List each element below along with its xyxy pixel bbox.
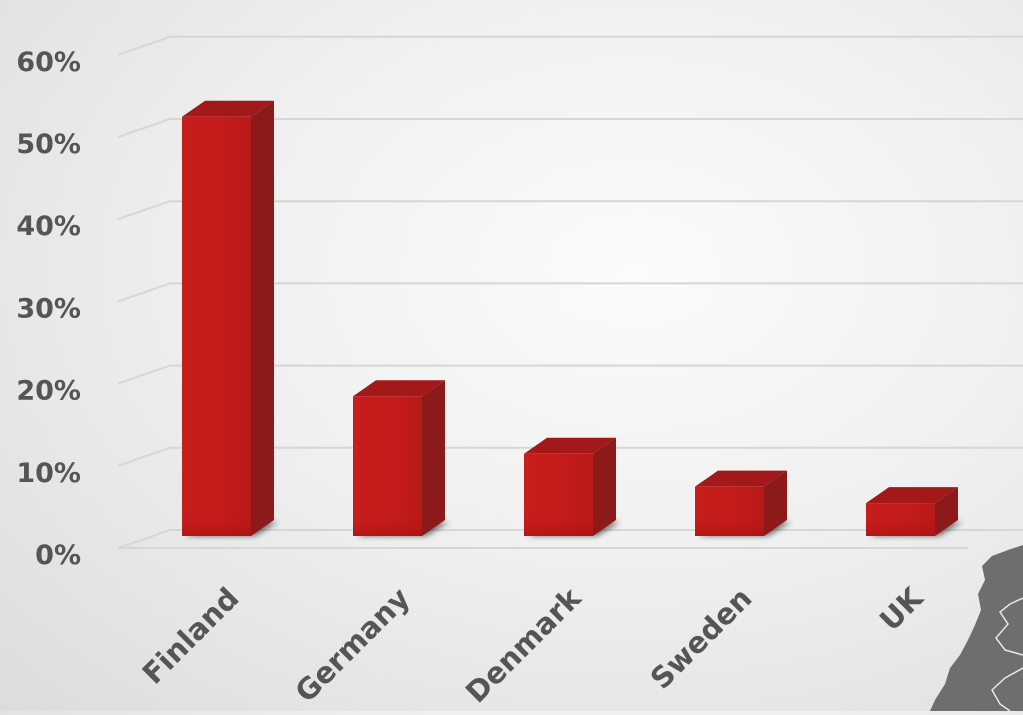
europe-map-shape (930, 545, 1023, 711)
bar (182, 100, 278, 536)
bar-top (695, 470, 787, 487)
bar-side (764, 470, 787, 536)
y-tick-label: 20% (16, 376, 81, 407)
bar-base-shade (182, 514, 251, 536)
x-tick-label: UK (873, 580, 931, 638)
gridline (117, 200, 1023, 221)
y-tick-label: 0% (35, 540, 81, 571)
map-border-line (991, 667, 1023, 712)
bar (353, 380, 449, 536)
bar-side (251, 100, 274, 536)
x-axis-labels: Finland Germany Denmark Sweden UK (136, 580, 931, 710)
bar-base-shade (353, 514, 422, 536)
x-tick-label: Sweden (644, 581, 759, 696)
bar (866, 487, 962, 536)
bar-base-shade (695, 514, 764, 536)
bar-top (866, 487, 958, 504)
x-tick-label: Finland (136, 581, 246, 691)
bars (182, 100, 962, 536)
bar-side (935, 487, 958, 536)
bar-top (353, 380, 445, 397)
x-tick-label: Germany (288, 581, 416, 709)
bar-front (182, 116, 251, 536)
x-tick-label: Denmark (459, 580, 588, 709)
y-tick-label: 10% (16, 458, 81, 489)
gridline (117, 35, 1023, 56)
bar (695, 470, 791, 536)
bar-side (422, 380, 445, 536)
gridline (117, 364, 1023, 385)
y-tick-label: 40% (16, 211, 81, 242)
bar-top (524, 437, 616, 454)
bar (524, 437, 620, 536)
bar-front (353, 396, 422, 536)
map-border-line (995, 597, 1023, 656)
gridline (117, 282, 1023, 303)
gridline (117, 446, 1023, 467)
bar-side (593, 437, 616, 536)
y-tick-label: 50% (16, 129, 81, 160)
gridline (117, 118, 1023, 138)
y-tick-label: 30% (16, 293, 81, 324)
bar-base-shade (524, 514, 593, 536)
map-silhouette (930, 545, 1023, 712)
bar-top (182, 100, 274, 117)
gridlines (117, 35, 1023, 549)
y-axis-ticks: 0% 10% 20% 30% 40% 50% 60% (16, 47, 81, 571)
bar-base-shade (866, 514, 935, 536)
y-tick-label: 60% (16, 47, 81, 78)
